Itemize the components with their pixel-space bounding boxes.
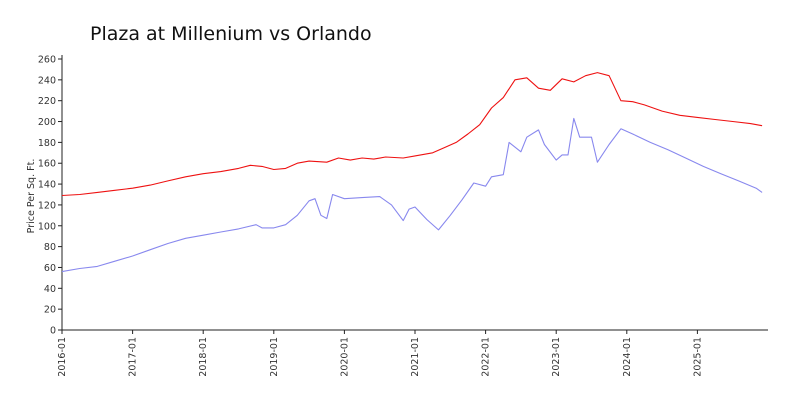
x-tick-label: 2024-01 [622,337,633,377]
y-tick-label: 260 [38,55,56,66]
x-tick-label: 2019-01 [269,337,280,377]
x-tick-label: 2023-01 [551,337,562,377]
x-tick-label: 2020-01 [339,337,350,377]
chart-title: Plaza at Millenium vs Orlando [90,23,372,45]
series-line-2 [61,117,763,273]
y-tick-label: 220 [38,96,56,107]
y-tick-label: 140 [38,180,56,191]
y-tick-label: 120 [38,200,56,211]
y-tick-label: 100 [38,221,56,232]
y-tick-label: 240 [38,75,56,86]
y-tick-label: 60 [44,263,56,274]
x-tick-label: 2017-01 [128,337,139,377]
x-tick-label: 2022-01 [481,337,492,377]
y-axis-label: Price Per Sq. Ft. [26,159,37,234]
x-tick-label: 2016-01 [57,337,68,377]
chart-axes: 0 20 40 60 80 100 120 140 160 180 200 220 240 260 2016… [38,55,768,377]
chart-series [61,72,763,273]
y-tick-label: 180 [38,138,56,149]
y-tick-label: 20 [44,305,56,316]
y-tick-label: 40 [44,284,56,295]
y-tick-label: 160 [38,159,56,170]
series-line-1 [61,72,763,197]
y-tick-label: 0 [50,326,56,337]
y-tick-label: 80 [44,242,56,253]
y-tick-label: 200 [38,117,56,128]
x-tick-label: 2025-01 [692,337,703,377]
x-tick-label: 2021-01 [410,337,421,377]
x-tick-label: 2018-01 [198,337,209,377]
